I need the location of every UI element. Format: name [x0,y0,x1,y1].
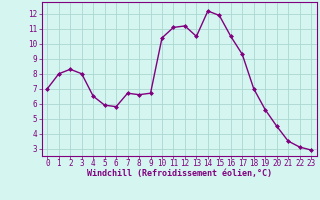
X-axis label: Windchill (Refroidissement éolien,°C): Windchill (Refroidissement éolien,°C) [87,169,272,178]
